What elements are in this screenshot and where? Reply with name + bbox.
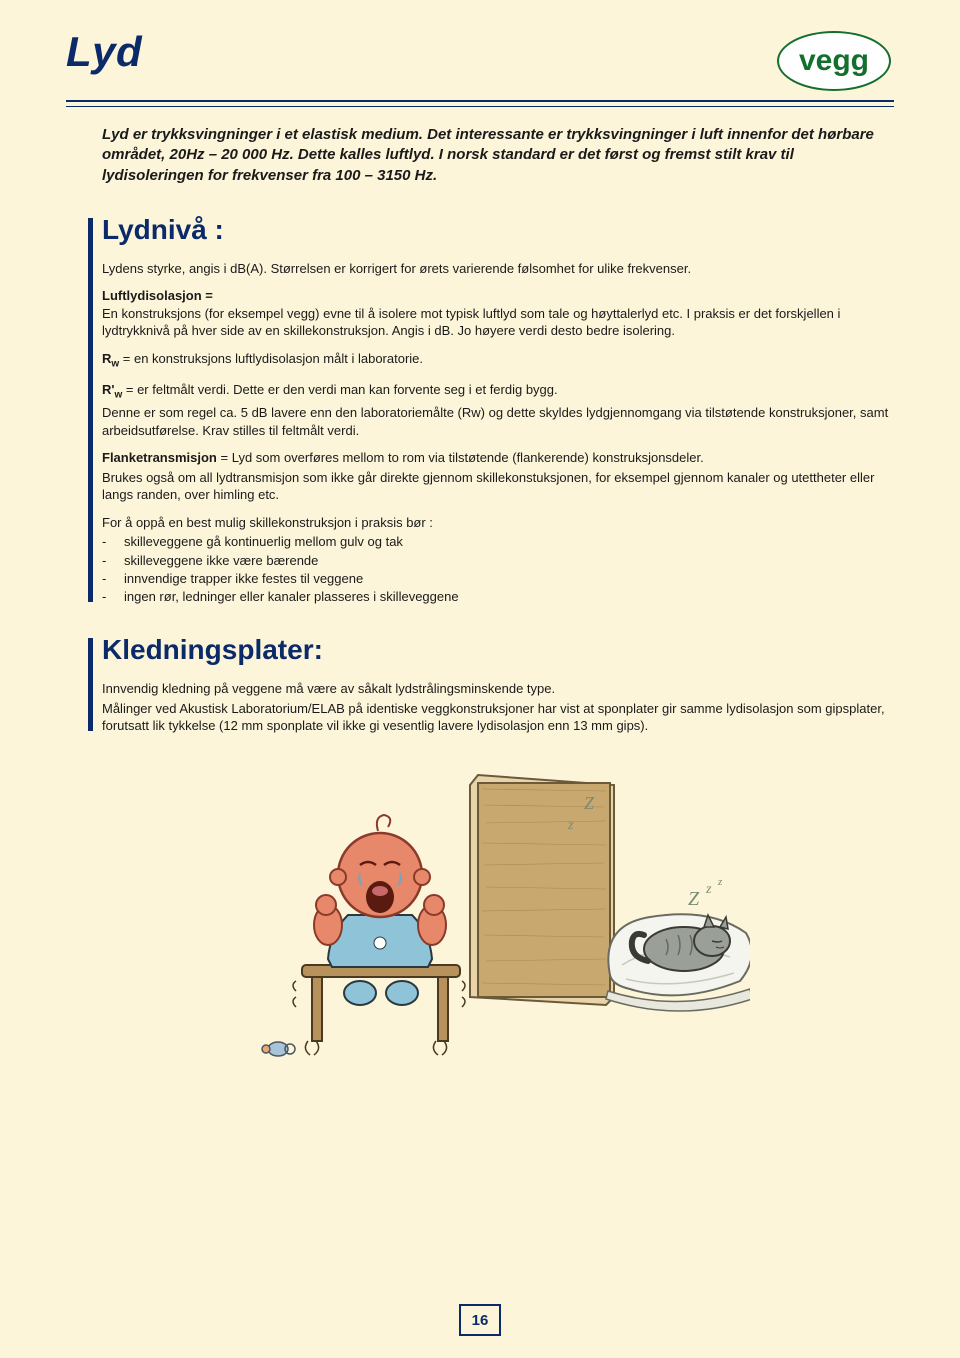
lydniva-rpw-line1: R'w = er feltmålt verdi. Dette er den ve…	[102, 381, 894, 402]
page-number: 16	[459, 1304, 501, 1336]
flanke-label: Flanketransmisjon	[102, 450, 217, 465]
lydniva-p1: Lydens styrke, angis i dB(A). Størrelsen…	[102, 260, 894, 278]
svg-text:Z: Z	[688, 888, 700, 910]
badge-label: vegg	[777, 31, 891, 91]
crying-baby-icon	[262, 815, 465, 1056]
rpw-symbol: R'	[102, 382, 114, 397]
badge: vegg	[774, 28, 894, 98]
kledning-p1: Innvendig kledning på veggene må være av…	[102, 680, 894, 698]
lydniva-flanke-body: Brukes også om all lydtransmisjon som ik…	[102, 469, 894, 504]
rw-sub: w	[111, 359, 119, 370]
intro-paragraph: Lyd er trykksvingninger i et elastisk me…	[66, 125, 894, 186]
rw-symbol: R	[102, 351, 111, 366]
list-item: -innvendige trapper ikke festes til vegg…	[102, 570, 894, 588]
page-title: Lyd	[66, 28, 142, 76]
list-item: -skilleveggene ikke være bærende	[102, 552, 894, 570]
lydniva-rw: Rw = en konstruksjons luftlydisolasjon m…	[102, 350, 894, 371]
rule-top	[66, 100, 894, 102]
kledning-p2: Målinger ved Akustisk Laboratorium/ELAB …	[102, 700, 894, 735]
lydniva-flanke-line1: Flanketransmisjon = Lyd som overføres me…	[102, 449, 894, 467]
sound-illustration-svg: Z z	[210, 765, 750, 1085]
rule-bottom	[66, 106, 894, 107]
svg-text:Z: Z	[584, 793, 595, 813]
svg-text:z: z	[705, 882, 712, 897]
lydniva-luftlyd: Luftlydisolasjon = En konstruksjons (for…	[102, 287, 894, 340]
skille-intro: For å oppå en best mulig skillekonstruks…	[102, 514, 894, 532]
section-kledning: Kledningsplater: Innvendig kledning på v…	[66, 634, 894, 735]
wall-panel-icon: Z z	[470, 775, 614, 1005]
luftlyd-body: En konstruksjons (for eksempel vegg) evn…	[102, 306, 840, 339]
header: Lyd vegg	[66, 28, 894, 98]
lydniva-rpw-body: Denne er som regel ca. 5 dB lavere enn d…	[102, 404, 894, 439]
sleeping-cat-icon: Z z z	[606, 876, 750, 1011]
illustration: Z z	[66, 765, 894, 1085]
section-lydniva-title: Lydnivå :	[102, 214, 894, 246]
luftlyd-label: Luftlydisolasjon =	[102, 288, 213, 303]
svg-text:z: z	[717, 876, 723, 888]
flanke-text: = Lyd som overføres mellom to rom via ti…	[217, 450, 704, 465]
section-lydniva: Lydnivå : Lydens styrke, angis i dB(A). …	[66, 214, 894, 606]
section-kledning-title: Kledningsplater:	[102, 634, 894, 666]
list-item: -ingen rør, ledninger eller kanaler plas…	[102, 588, 894, 606]
rw-text: = en konstruksjons luftlydisolasjon målt…	[119, 351, 423, 366]
skille-list: -skilleveggene gå kontinuerlig mellom gu…	[102, 533, 894, 606]
svg-text:z: z	[567, 818, 574, 833]
list-item: -skilleveggene gå kontinuerlig mellom gu…	[102, 533, 894, 551]
rpw-text: = er feltmålt verdi. Dette er den verdi …	[122, 382, 557, 397]
